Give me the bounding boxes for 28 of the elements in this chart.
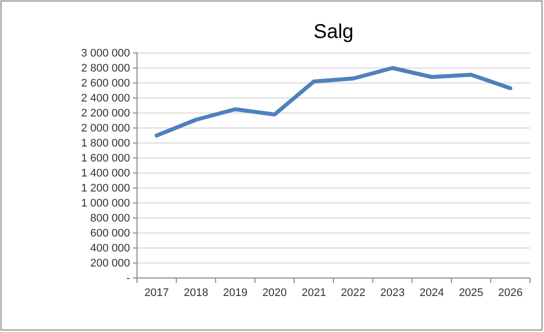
y-tick-label: 2 600 000: [81, 78, 130, 90]
y-tick-label: 800 000: [90, 212, 130, 225]
y-tick-label: 1 000 000: [81, 198, 130, 210]
y-tick-label: -: [126, 272, 130, 285]
x-tick-label: 2019: [223, 286, 248, 299]
y-tick-label: 400 000: [90, 242, 130, 255]
y-tick-label: 600 000: [90, 228, 130, 240]
x-tick-label: 2024: [420, 286, 444, 299]
y-tick-label: 1 200 000: [81, 182, 130, 195]
y-tick-label: 1 800 000: [81, 138, 130, 150]
line-series: [154, 66, 512, 138]
y-tick-label: 3 000 000: [81, 48, 130, 60]
y-tick-label: 200 000: [90, 258, 130, 270]
y-tick-label: 2 400 000: [81, 92, 130, 105]
y-tick-label: 2 800 000: [81, 62, 130, 75]
x-tick-label: 2020: [262, 286, 287, 299]
y-tick-label: 2 200 000: [81, 108, 130, 120]
x-tick-label: 2023: [380, 286, 405, 299]
chart-title: Salg: [313, 21, 354, 43]
y-tick-label: 2 000 000: [81, 122, 130, 135]
x-tick-label: 2021: [302, 286, 326, 299]
x-tick-label: 2018: [184, 286, 208, 299]
x-tick-label: 2026: [498, 286, 523, 299]
y-tick-label: 1 400 000: [81, 168, 130, 180]
x-tick-label: 2017: [144, 286, 169, 299]
y-tick-label: 1 600 000: [81, 152, 130, 165]
x-tick-label: 2022: [340, 286, 366, 299]
x-tick-label: 2025: [458, 286, 484, 299]
